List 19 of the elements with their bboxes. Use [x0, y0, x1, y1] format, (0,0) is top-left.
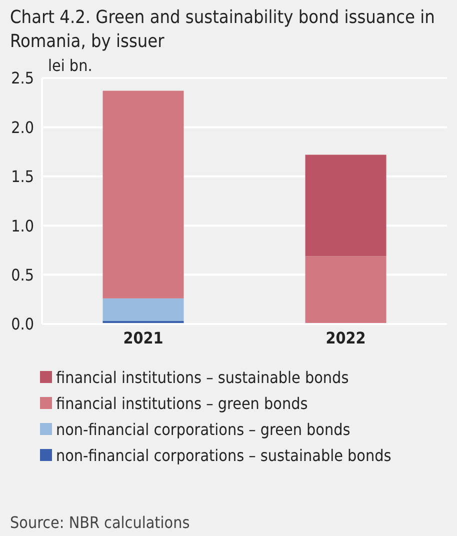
y-tick-label: 1.5 [11, 167, 34, 186]
source-note: Source: NBR calculations [10, 513, 190, 532]
bar [102, 298, 184, 322]
x-tick-label: 2022 [326, 328, 366, 348]
bar [305, 256, 386, 324]
y-tick-label: 0.0 [11, 314, 34, 334]
legend-label: financial institutions – green bonds [56, 394, 308, 412]
y-tick-label: 2.0 [11, 118, 34, 137]
legend-label: non-financial corporations – green bonds [56, 420, 350, 438]
y-axis-title: lei bn. [48, 56, 92, 75]
chart-title: Chart 4.2. Green and sustainability bond issuance in Romania, by issuer [9, 6, 436, 54]
bar [305, 154, 386, 256]
x-tick-label: 2021 [123, 328, 164, 348]
bar [102, 90, 184, 298]
legend-label: financial institutions – sustainable bonds [56, 368, 349, 386]
y-tick-label: 1.0 [11, 216, 34, 236]
y-tick-label: 0.5 [11, 265, 34, 284]
legend-label: non-financial corporations – sustainable bonds [56, 446, 392, 464]
y-tick-label: 2.5 [11, 68, 34, 88]
